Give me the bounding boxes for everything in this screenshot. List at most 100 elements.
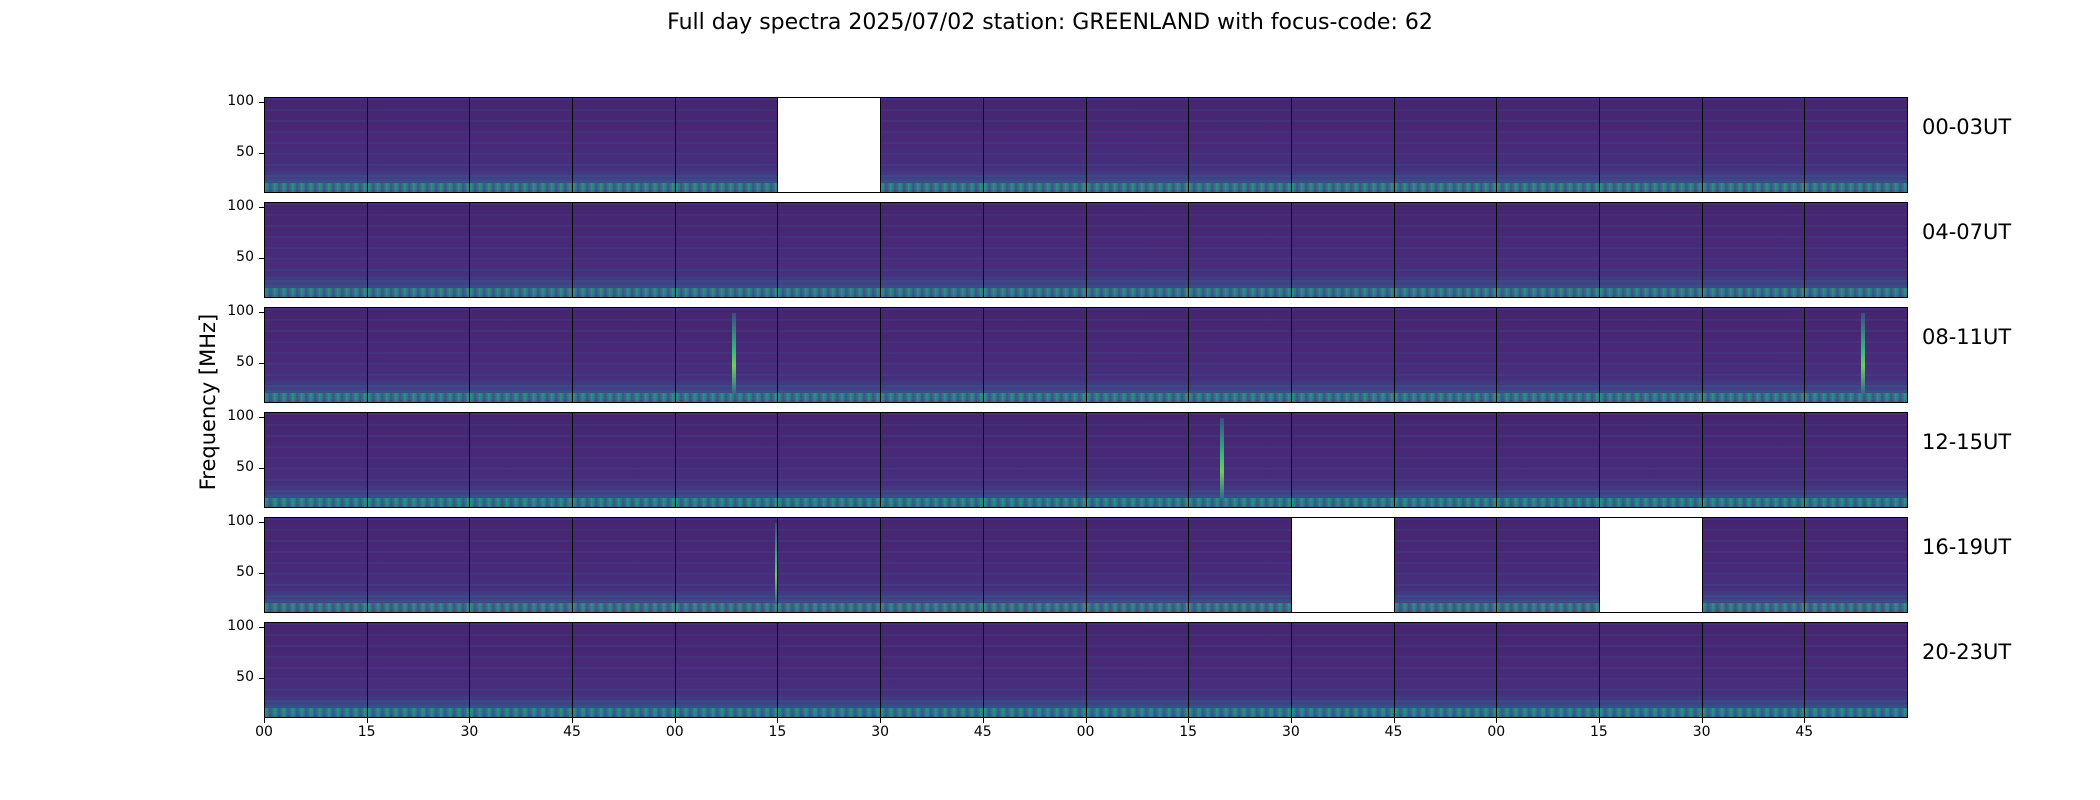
y-tick-label: 100: [227, 198, 254, 215]
spectrum-panel: [264, 517, 368, 613]
low-frequency-band: [265, 602, 367, 612]
spectrum-panel: [572, 307, 676, 403]
spectrum-panel: [880, 517, 984, 613]
spectrum-panel: [1598, 307, 1703, 403]
spectrum-panel: [777, 412, 882, 508]
spectrum-panel: [572, 202, 676, 298]
low-frequency-band: [1497, 707, 1599, 717]
y-tick-mark: [259, 152, 264, 154]
low-frequency-band: [573, 602, 675, 612]
x-tick-label: 45: [1384, 724, 1403, 740]
low-frequency-band: [573, 497, 675, 507]
spectrum-panel: [880, 97, 984, 193]
chart-title: Full day spectra 2025/07/02 station: GRE…: [667, 10, 1433, 35]
spectrum-panel: [1393, 517, 1498, 613]
y-tick-mark: [259, 572, 264, 574]
low-frequency-band: [983, 707, 1086, 717]
y-tick-label: 100: [227, 303, 254, 320]
x-tick-mark: [1804, 718, 1806, 723]
spectrum-panel: [1496, 622, 1600, 718]
spectrum-panel: [1290, 622, 1395, 718]
row-time-label: 08-11UT: [1922, 325, 2012, 349]
low-frequency-band: [1189, 497, 1291, 507]
low-frequency-band: [1599, 287, 1702, 297]
low-frequency-band: [983, 392, 1086, 402]
spectrum-panel: [572, 412, 676, 508]
low-frequency-band: [573, 287, 675, 297]
spectrum-panel: [469, 97, 574, 193]
radio-burst-mark: [1861, 312, 1866, 395]
low-frequency-band: [1702, 707, 1805, 717]
low-frequency-band: [1702, 287, 1805, 297]
low-frequency-band: [1189, 182, 1291, 192]
low-frequency-band: [983, 287, 1086, 297]
spectrum-panel: [674, 307, 779, 403]
spectrum-panel: [1085, 412, 1190, 508]
spectrum-panel: [777, 202, 882, 298]
low-frequency-band: [983, 497, 1086, 507]
low-frequency-band: [1086, 392, 1189, 402]
low-frequency-band: [1086, 707, 1189, 717]
low-frequency-band: [1394, 287, 1497, 297]
spectra-row: 00-03UT 50 100: [0, 93, 2100, 197]
spectrum-panel: [1393, 622, 1498, 718]
x-tick-mark: [1188, 718, 1190, 723]
x-tick-mark: [572, 718, 574, 723]
spectrum-panel: [982, 97, 1087, 193]
spectrum-panel: [366, 307, 471, 403]
low-frequency-band: [265, 497, 367, 507]
y-tick-label: 100: [227, 93, 254, 110]
y-tick-label: 50: [236, 668, 254, 685]
row-time-label: 00-03UT: [1922, 115, 2012, 139]
low-frequency-band: [778, 497, 881, 507]
y-tick-mark: [259, 257, 264, 259]
x-tick-mark: [264, 718, 265, 723]
low-frequency-band: [881, 182, 983, 192]
spectrum-panel: [1804, 202, 1908, 298]
spectrum-panel: [469, 202, 574, 298]
x-tick-label: 15: [1179, 724, 1198, 740]
low-frequency-band: [983, 602, 1086, 612]
low-frequency-band: [1189, 287, 1291, 297]
missing-spectrum-panel: [1598, 517, 1703, 613]
low-frequency-band: [1291, 287, 1394, 297]
spectrum-panel: [1598, 622, 1703, 718]
low-frequency-band: [983, 182, 1086, 192]
spectrum-panel: [1085, 517, 1190, 613]
low-frequency-band: [778, 602, 881, 612]
y-tick-mark: [259, 627, 264, 629]
y-tick-mark: [259, 102, 264, 104]
spectrum-panel: [264, 202, 368, 298]
spectrum-panel: [572, 517, 676, 613]
x-tick-mark: [777, 718, 779, 723]
radio-burst-mark: [775, 522, 778, 605]
low-frequency-band: [1497, 182, 1599, 192]
spectrum-panel: [674, 97, 779, 193]
row-time-label: 04-07UT: [1922, 220, 2012, 244]
spectrum-panel: [264, 97, 368, 193]
spectra-row: 16-19UT 50 100: [0, 513, 2100, 617]
x-tick-label: 30: [460, 724, 479, 740]
low-frequency-band: [675, 497, 778, 507]
spectra-row: 08-11UT 50 100: [0, 303, 2100, 407]
y-tick-label: 50: [236, 563, 254, 580]
spectrum-panel: [880, 307, 984, 403]
y-tick-label: 100: [227, 408, 254, 425]
x-tick-label: 15: [1590, 724, 1608, 740]
spectrum-panel: [674, 202, 779, 298]
low-frequency-band: [1394, 392, 1497, 402]
spectrum-panel: [1701, 202, 1806, 298]
low-frequency-band: [1702, 392, 1805, 402]
x-tick-label: 15: [768, 724, 787, 740]
spectrum-panel: [366, 517, 471, 613]
low-frequency-band: [1291, 497, 1394, 507]
spectrum-panel: [469, 517, 574, 613]
x-tick-label: 00: [1487, 724, 1506, 740]
low-frequency-band: [1394, 707, 1497, 717]
low-frequency-band: [1805, 287, 1907, 297]
spectrum-panel: [1496, 307, 1600, 403]
spectrum-panel: [982, 412, 1087, 508]
low-frequency-band: [1394, 497, 1497, 507]
x-tick-mark: [1085, 718, 1087, 723]
low-frequency-band: [881, 707, 983, 717]
